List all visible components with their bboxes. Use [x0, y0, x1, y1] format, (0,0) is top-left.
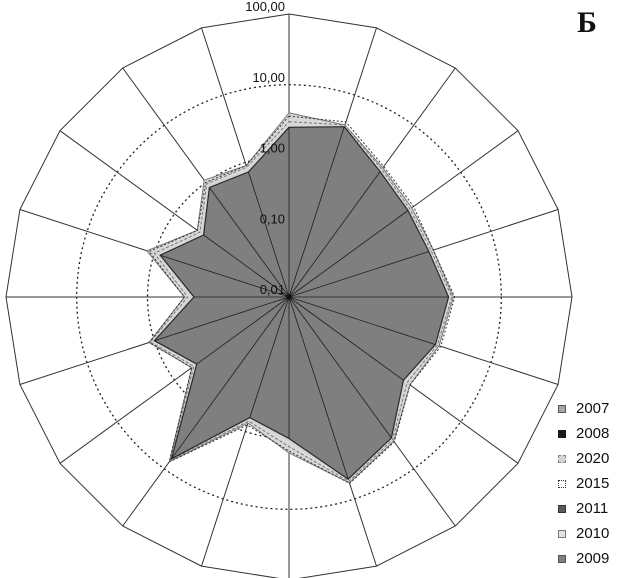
radar-inner-spoke — [288, 296, 349, 480]
radar-inner-spoke — [248, 171, 290, 298]
radar-inner-spoke — [288, 171, 381, 298]
legend-swatch — [558, 529, 566, 538]
legend-item-2011: 2011 — [558, 496, 609, 521]
radar-inner-spoke — [154, 296, 290, 342]
legend-swatch — [558, 504, 566, 513]
legend-swatch — [558, 404, 566, 413]
legend-label: 2007 — [576, 400, 610, 417]
radar-inner-spoke — [209, 187, 290, 298]
legend-item-2007: 2007 — [558, 396, 609, 421]
legend-label: 2011 — [576, 500, 609, 517]
legend-label: 2010 — [576, 525, 610, 542]
tick-label: 100,00 — [245, 0, 285, 14]
tick-label: 0,10 — [260, 211, 285, 226]
radar-center — [286, 294, 292, 300]
radar-inner-spoke — [288, 296, 404, 381]
legend-item-2020: 2020 — [558, 446, 609, 471]
tick-label: 1,00 — [260, 141, 285, 156]
radar-inner-spoke — [203, 234, 290, 298]
legend-item-2008: 2008 — [558, 421, 609, 446]
radar-inner-spoke — [196, 296, 290, 365]
panel-label: Б — [577, 6, 597, 39]
radar-inner-spoke — [288, 251, 430, 298]
legend-item-2009: 2009 — [558, 546, 609, 571]
radar-inner-spoke — [288, 296, 392, 439]
radar-tick-labels: 0,01 0,10 1,00 10,00 100,00 — [245, 0, 285, 297]
radar-inner-spoke — [288, 210, 409, 298]
legend-item-2015: 2015 — [558, 471, 609, 496]
legend-label: 2008 — [576, 425, 610, 442]
legend-swatch — [558, 429, 566, 438]
legend-label: 2009 — [576, 550, 610, 567]
legend: 2007 2008 2020 2015 2011 2010 2009 — [558, 396, 609, 571]
legend-label: 2020 — [576, 450, 610, 467]
radar-series — [145, 112, 456, 485]
legend-swatch — [558, 454, 566, 463]
radar-inner-spoke — [288, 126, 345, 298]
tick-label: 10,00 — [252, 70, 285, 85]
legend-item-2010: 2010 — [558, 521, 609, 546]
radar-inner-spoke — [249, 296, 290, 418]
tick-label: 0,01 — [260, 282, 285, 297]
series-2015 — [148, 115, 456, 485]
legend-label: 2015 — [576, 475, 610, 492]
radar-inner-spoke — [171, 296, 290, 460]
radar-inner-spoke — [288, 296, 436, 345]
legend-swatch — [558, 479, 566, 488]
legend-swatch — [558, 554, 566, 563]
radar-inner-spoke — [160, 254, 290, 298]
